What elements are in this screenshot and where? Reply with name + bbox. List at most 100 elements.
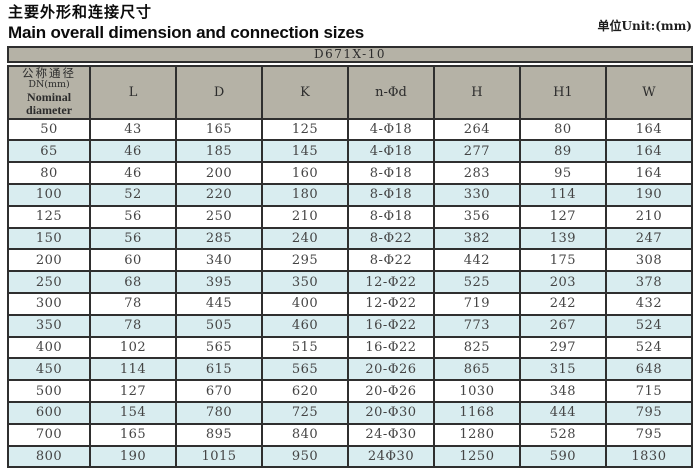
value-cell: 4-Φ18 bbox=[346, 139, 435, 164]
value-cell: 240 bbox=[261, 226, 349, 251]
dn-cell: 450 bbox=[6, 357, 92, 382]
value-cell: 203 bbox=[518, 270, 607, 295]
value-cell: 795 bbox=[604, 422, 694, 447]
dn-header-code: DN(mm) bbox=[28, 79, 70, 91]
value-cell: 8-Φ18 bbox=[346, 204, 435, 229]
value-cell: 180 bbox=[261, 183, 349, 207]
value-cell: 719 bbox=[432, 292, 521, 316]
page-title-en: Main overall dimension and connection si… bbox=[8, 22, 365, 42]
value-cell: 615 bbox=[175, 357, 264, 382]
value-cell: 139 bbox=[518, 226, 607, 251]
value-cell: 1250 bbox=[432, 444, 521, 468]
page-title-zh: 主要外形和连接尺寸 bbox=[8, 4, 153, 21]
value-cell: 175 bbox=[518, 248, 607, 273]
value-cell: 78 bbox=[89, 292, 178, 316]
dn-cell: 50 bbox=[6, 117, 92, 142]
value-cell: 164 bbox=[604, 139, 694, 164]
dn-cell: 250 bbox=[6, 270, 92, 295]
value-cell: 1280 bbox=[432, 422, 521, 447]
value-cell: 267 bbox=[518, 313, 607, 338]
value-cell: 1015 bbox=[175, 444, 264, 468]
value-cell: 20-Φ30 bbox=[346, 401, 435, 425]
value-cell: 190 bbox=[604, 183, 694, 207]
value-cell: 648 bbox=[604, 357, 694, 382]
value-cell: 773 bbox=[432, 313, 521, 338]
table-row: 350 78 505 460 16-Φ22 773 267 524 bbox=[6, 313, 694, 338]
title-block: 主要外形和连接尺寸 Main overall dimension and con… bbox=[8, 4, 364, 42]
value-cell: 950 bbox=[261, 444, 349, 468]
value-cell: 46 bbox=[89, 139, 178, 164]
value-cell: 297 bbox=[518, 335, 607, 360]
value-cell: 185 bbox=[175, 139, 264, 164]
table-row: 800 190 1015 950 24Φ30 1250 590 1830 bbox=[6, 444, 694, 468]
value-cell: 56 bbox=[89, 204, 178, 229]
value-cell: 95 bbox=[518, 161, 607, 186]
dn-cell: 600 bbox=[6, 401, 92, 425]
value-cell: 68 bbox=[89, 270, 178, 295]
value-cell: 4-Φ18 bbox=[346, 117, 435, 142]
value-cell: 565 bbox=[175, 335, 264, 360]
value-cell: 528 bbox=[518, 422, 607, 447]
value-cell: 52 bbox=[89, 183, 178, 207]
value-cell: 12-Φ22 bbox=[346, 270, 435, 295]
value-cell: 825 bbox=[432, 335, 521, 360]
value-cell: 8-Φ22 bbox=[346, 226, 435, 251]
document-header: 主要外形和连接尺寸 Main overall dimension and con… bbox=[7, 3, 693, 46]
table-row: 600 154 780 725 20-Φ30 1168 444 795 bbox=[6, 401, 694, 425]
value-cell: 840 bbox=[261, 422, 349, 447]
value-cell: 127 bbox=[518, 204, 607, 229]
dn-cell: 700 bbox=[6, 422, 92, 447]
value-cell: 865 bbox=[432, 357, 521, 382]
value-cell: 795 bbox=[604, 401, 694, 425]
value-cell: 60 bbox=[89, 248, 178, 273]
value-cell: 200 bbox=[175, 161, 264, 186]
dn-cell: 400 bbox=[6, 335, 92, 360]
dn-cell: 200 bbox=[6, 248, 92, 273]
value-cell: 24-Φ30 bbox=[346, 422, 435, 447]
value-cell: 43 bbox=[89, 117, 178, 142]
header-row: 公称通径 DN(mm) Nominal diameter L D K n-Φd … bbox=[6, 65, 694, 120]
table-row: 700 165 895 840 24-Φ30 1280 528 795 bbox=[6, 422, 694, 447]
value-cell: 1830 bbox=[604, 444, 694, 468]
value-cell: 308 bbox=[604, 248, 694, 273]
value-cell: 154 bbox=[89, 401, 178, 425]
value-cell: 56 bbox=[89, 226, 178, 251]
value-cell: 16-Φ22 bbox=[346, 313, 435, 338]
table-row: 250 68 395 350 12-Φ22 525 203 378 bbox=[6, 270, 694, 295]
dn-cell: 300 bbox=[6, 292, 92, 316]
value-cell: 8-Φ18 bbox=[346, 161, 435, 186]
value-cell: 16-Φ22 bbox=[346, 335, 435, 360]
value-cell: 78 bbox=[89, 313, 178, 338]
unit-label: 单位Unit:(mm) bbox=[597, 19, 692, 33]
table-row: 150 56 285 240 8-Φ22 382 139 247 bbox=[6, 226, 694, 251]
value-cell: 210 bbox=[261, 204, 349, 229]
value-cell: 277 bbox=[432, 139, 521, 164]
column-header-w: W bbox=[604, 65, 694, 120]
value-cell: 80 bbox=[518, 117, 607, 142]
value-cell: 525 bbox=[432, 270, 521, 295]
value-cell: 445 bbox=[175, 292, 264, 316]
dn-cell: 80 bbox=[6, 161, 92, 186]
value-cell: 725 bbox=[261, 401, 349, 425]
model-band: D671X-10 bbox=[7, 46, 693, 64]
table-row: 100 52 220 180 8-Φ18 330 114 190 bbox=[6, 183, 694, 207]
value-cell: 125 bbox=[261, 117, 349, 142]
value-cell: 315 bbox=[518, 357, 607, 382]
table-row: 50 43 165 125 4-Φ18 264 80 164 bbox=[6, 117, 694, 142]
value-cell: 164 bbox=[604, 161, 694, 186]
value-cell: 247 bbox=[604, 226, 694, 251]
value-cell: 515 bbox=[261, 335, 349, 360]
value-cell: 8-Φ18 bbox=[346, 183, 435, 207]
table-row: 125 56 250 210 8-Φ18 356 127 210 bbox=[6, 204, 694, 229]
value-cell: 165 bbox=[89, 422, 178, 447]
value-cell: 895 bbox=[175, 422, 264, 447]
value-cell: 46 bbox=[89, 161, 178, 186]
column-header-nd: n-Φd bbox=[346, 65, 435, 120]
value-cell: 780 bbox=[175, 401, 264, 425]
value-cell: 505 bbox=[175, 313, 264, 338]
value-cell: 1030 bbox=[432, 379, 521, 404]
value-cell: 264 bbox=[432, 117, 521, 142]
value-cell: 524 bbox=[604, 335, 694, 360]
value-cell: 330 bbox=[432, 183, 521, 207]
value-cell: 378 bbox=[604, 270, 694, 295]
